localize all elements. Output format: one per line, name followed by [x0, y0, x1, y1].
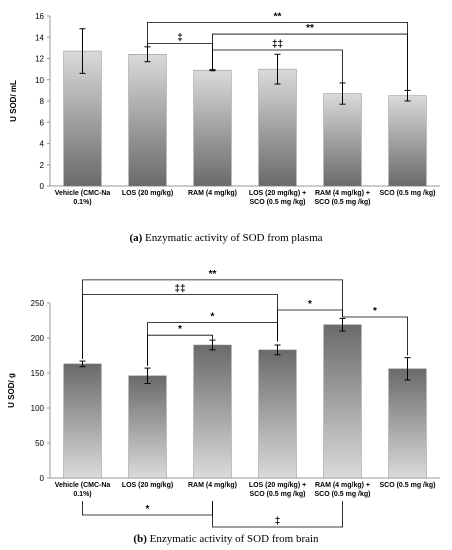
y-tick-label: 0 — [40, 182, 45, 191]
panel-caption-text: Enzymatic activity of SOD from plasma — [145, 232, 323, 244]
significance-label: * — [211, 312, 215, 323]
y-tick-label: 50 — [35, 439, 44, 448]
y-axis-title: U SOD/ g — [7, 373, 16, 408]
bar — [63, 363, 102, 479]
significance-bracket — [147, 334, 213, 366]
category-label: RAM (4 mg/kg) — [188, 190, 237, 197]
y-tick-label: 8 — [40, 97, 45, 106]
category-label: SCO (0.5 mg /kg) — [379, 482, 435, 489]
category-label: LOS (20 mg/kg) — [122, 482, 173, 489]
bar — [388, 95, 427, 187]
significance-label: ** — [306, 23, 314, 34]
y-tick-label: 2 — [40, 161, 45, 170]
y-axis-title: U SOD/ mL — [9, 80, 18, 122]
significance-bracket — [212, 33, 408, 91]
panel-letter: (b) — [133, 533, 149, 545]
significance-label: ‡ — [275, 516, 281, 527]
bar — [323, 324, 362, 479]
category-label: Vehicle (CMC-Na — [55, 482, 111, 489]
category-label: RAM (4 mg/kg) + — [315, 482, 370, 489]
bar — [128, 375, 167, 479]
bar — [258, 349, 297, 479]
y-tick-label: 16 — [35, 12, 44, 21]
category-label: Vehicle (CMC-Na — [55, 190, 111, 197]
significance-label: ‡‡ — [174, 284, 185, 295]
category-label: RAM (4 mg/kg) + — [315, 190, 370, 197]
y-tick-label: 4 — [40, 140, 45, 149]
significance-bracket — [342, 315, 408, 356]
bar — [128, 54, 167, 187]
bar — [193, 344, 232, 479]
y-tick-label: 6 — [40, 118, 45, 127]
significance-label: ‡ — [177, 33, 183, 44]
panel-caption: (b) Enzymatic activity of SOD from brain — [133, 533, 319, 545]
significance-label: ** — [209, 269, 217, 280]
panel-letter: (a) — [129, 232, 145, 244]
significance-label: * — [146, 504, 150, 515]
significance-label: * — [178, 324, 182, 335]
y-tick-label: 12 — [35, 55, 44, 64]
y-tick-label: 0 — [40, 474, 45, 483]
y-tick-label: 10 — [35, 76, 44, 85]
significance-label: ** — [274, 11, 282, 22]
y-tick-label: 200 — [31, 334, 45, 343]
bar — [193, 69, 232, 187]
bar — [323, 93, 362, 187]
category-label: SCO (0.5 mg /kg) — [249, 491, 305, 498]
y-tick-label: 150 — [31, 369, 45, 378]
category-label: LOS (20 mg/kg) + — [249, 190, 306, 197]
bar — [258, 68, 297, 187]
category-label: SCO (0.5 mg /kg) — [379, 190, 435, 197]
panel-caption-text: Enzymatic activity of SOD from brain — [150, 533, 319, 545]
category-label: 0.1%) — [73, 199, 91, 206]
bar — [388, 368, 427, 479]
significance-label: * — [308, 299, 312, 310]
y-tick-label: 100 — [31, 404, 45, 413]
category-label: SCO (0.5 mg /kg) — [314, 199, 370, 206]
category-label: LOS (20 mg/kg) — [122, 190, 173, 197]
category-label: LOS (20 mg/kg) + — [249, 482, 306, 489]
significance-label: * — [373, 306, 377, 317]
category-label: 0.1%) — [73, 491, 91, 498]
panel-b-chart: 0 50 100 150 200 250 U SOD/ g Vehicle (CMC-Na 0.… — [7, 269, 440, 545]
category-label: SCO (0.5 mg /kg) — [249, 199, 305, 206]
significance-bracket — [212, 49, 343, 83]
significance-label: ‡‡ — [272, 39, 283, 50]
significance-bracket-bottom — [212, 501, 343, 528]
y-tick-label: 14 — [35, 33, 44, 42]
category-label: SCO (0.5 mg /kg) — [314, 491, 370, 498]
category-label: RAM (4 mg/kg) — [188, 482, 237, 489]
y-tick-label: 250 — [31, 299, 45, 308]
panel-a-chart: 0 2 4 6 8 10 12 14 16 U SOD/ mL Vehicle (CMC-Na 0.1… — [9, 11, 440, 244]
panel-caption: (a) Enzymatic activity of SOD from plasm… — [129, 232, 322, 244]
